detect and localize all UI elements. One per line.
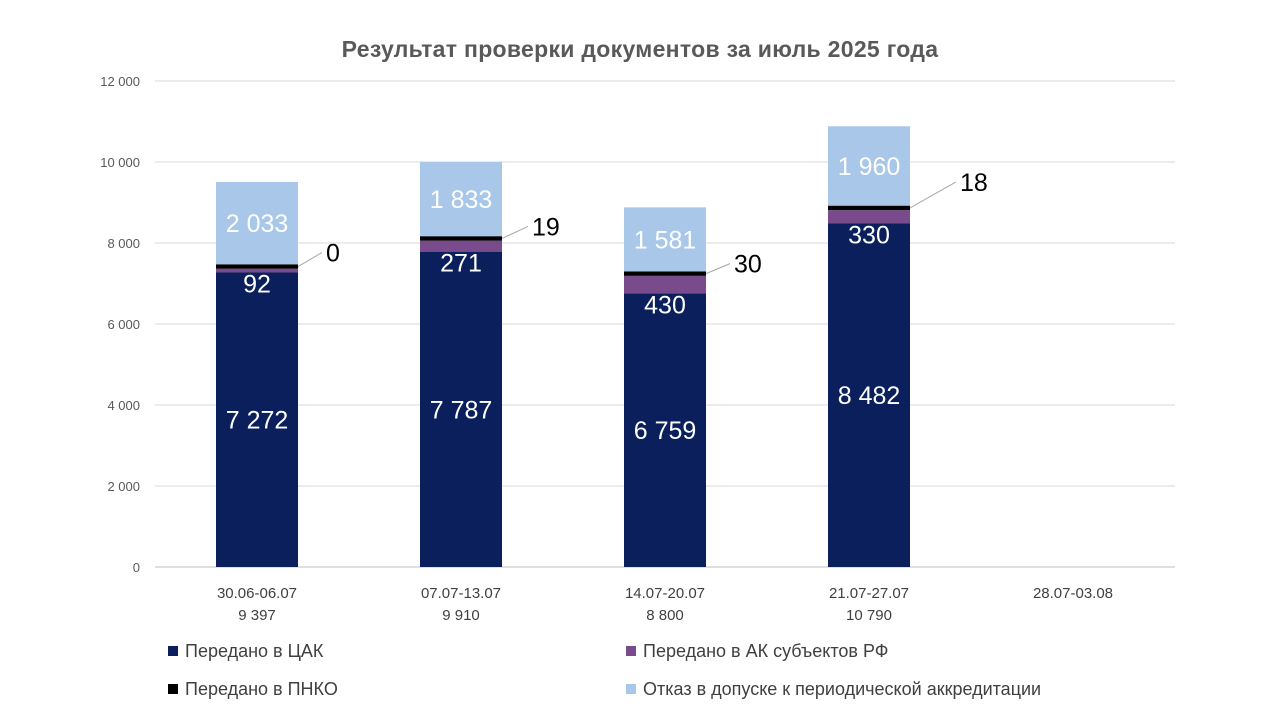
legend-swatch [168,646,178,656]
data-label: 6 759 [634,417,697,445]
data-label: 7 272 [226,407,289,435]
data-label: 2 033 [226,210,289,238]
bar-segment [216,181,298,265]
data-label: 271 [440,250,482,278]
legend-label: Отказ в допуске к периодической аккредит… [643,678,1042,699]
legend-item: Передано в ЦАК [168,640,626,662]
x-category-label: 21.07-27.07 [829,585,909,602]
callout-leader [297,252,323,267]
bar-segment [216,264,298,269]
x-category-total: 9 397 [238,607,276,624]
bar-segment [420,251,502,567]
y-tick-label: 12 000 [100,74,140,89]
legend-swatch [626,684,636,694]
data-label: 1 581 [634,226,697,254]
y-tick-label: 6 000 [107,317,140,332]
legend-item: Отказ в допуске к периодической аккредит… [626,678,1086,700]
data-label: 18 [960,169,988,197]
bar-segment [216,272,298,567]
legend-item: Передано в ПНКО [168,678,626,700]
x-category-label: 07.07-13.07 [421,585,501,602]
x-category-label: 30.06-06.07 [217,585,297,602]
bar-segment [216,268,298,273]
data-label: 0 [326,240,340,268]
bar-segment [624,293,706,567]
bar-segment [828,210,910,224]
data-label: 19 [532,213,560,241]
chart-title: Результат проверки документов за июль 20… [341,36,939,62]
x-category-label: 28.07-03.08 [1033,585,1113,602]
y-tick-label: 10 000 [100,155,140,170]
bar-segment [828,126,910,206]
legend-swatch [168,684,178,694]
y-tick-label: 8 000 [107,236,140,251]
legend-label: Передано в ПНКО [185,678,338,699]
data-label: 430 [644,291,686,319]
callout-leader [909,181,957,209]
x-category-total: 9 910 [442,607,480,624]
x-category-label: 14.07-20.07 [625,585,705,602]
data-label: 30 [734,251,762,279]
bar-segment [624,271,706,276]
data-label: 330 [848,221,890,249]
legend: Передано в ЦАК Передано в АК субъектов РФ… [168,640,1168,700]
bar-segment [420,161,502,237]
data-label: 1 833 [430,186,493,214]
callout-leader [501,225,529,239]
y-tick-label: 2 000 [107,479,140,494]
data-label: 8 482 [838,382,901,410]
x-category-total: 8 800 [646,607,684,624]
x-axis-categories: 30.06-06.07 9 397 07.07-13.07 9 910 14.07-20… [217,585,1113,624]
data-label: 1 960 [838,153,901,181]
callout-leader [705,263,731,275]
y-tick-label: 4 000 [107,398,140,413]
y-axis-ticks: 0 2 000 4 000 6 000 8 000 10 000 12 000 [100,74,140,575]
data-label: 92 [243,270,271,298]
bar-segment [420,236,502,241]
x-category-total: 10 790 [846,607,892,624]
legend-label: Передано в АК субъектов РФ [643,640,889,661]
bar-segment [624,275,706,294]
legend-label: Передано в ЦАК [185,640,324,661]
bar-segment [420,240,502,252]
legend-item: Передано в АК субъектов РФ [626,640,1086,662]
legend-swatch [626,646,636,656]
data-label: 7 787 [430,396,493,424]
bar-segment [828,205,910,211]
bar-segment [828,223,910,567]
y-tick-label: 0 [133,560,140,575]
bars [216,126,910,567]
data-labels: 7 272 92 0 2 033 7 787 271 19 1 833 6 759 430 30 1 … [226,153,988,445]
bar-segment [624,207,706,272]
